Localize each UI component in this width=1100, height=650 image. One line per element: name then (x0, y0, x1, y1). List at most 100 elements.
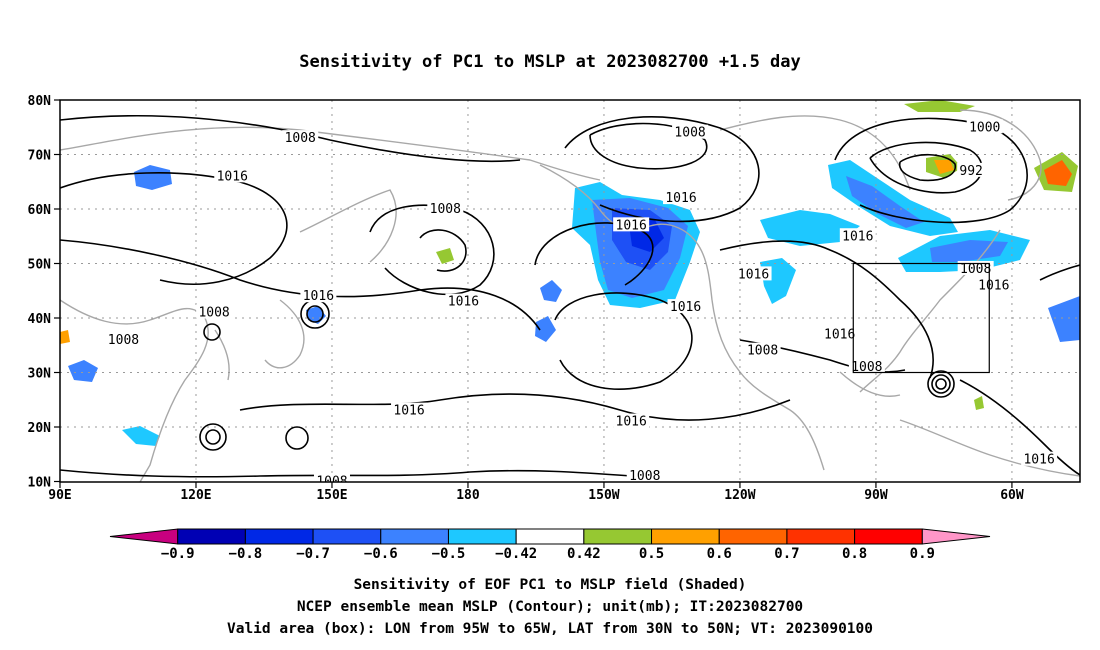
contour-line (719, 240, 934, 379)
colorbar-swatch (718, 528, 788, 545)
shade-positive-atlantic (974, 396, 984, 410)
contour-label-bg (957, 162, 986, 177)
colorbar-label: 0.5 (639, 546, 664, 562)
contour-label-bg (196, 304, 233, 319)
contour-label-bg (613, 217, 650, 232)
contour-label: 1016 (448, 295, 479, 310)
contour-label: 992 (959, 164, 982, 179)
contour-low-japan (306, 305, 324, 323)
contour-label-bg (105, 331, 142, 346)
colorbar-swatch (583, 528, 653, 545)
contour-label-bg (313, 473, 350, 482)
contour-low-philippine-sea (285, 426, 309, 450)
contour-label: 1008 (285, 131, 316, 146)
contour-label-bg (839, 228, 876, 243)
lat-tick-label: 50N (28, 258, 52, 273)
contour-label-bg (957, 260, 994, 275)
lat-tick-label: 40N (28, 312, 52, 327)
shade-positive-iceland-core (1044, 160, 1072, 186)
coastline-kamchatka (299, 189, 397, 263)
shade-blob-asia-coast (68, 360, 98, 382)
contour-label-bg (626, 468, 663, 482)
shade-positive-china (60, 330, 70, 344)
colorbar-label: 0.9 (910, 546, 935, 562)
contour-label: 1008 (960, 262, 991, 277)
lat-tick-label: 20N (28, 421, 52, 436)
map-panel: 1008101610081008101610161000992101610081… (28, 94, 1081, 503)
contour-line (369, 204, 495, 296)
contour-label: 1016 (978, 278, 1009, 293)
lon-tick-label: 180 (456, 488, 480, 503)
colorbar-label: 0.42 (567, 546, 601, 562)
lon-tick-label: 90E (48, 488, 71, 503)
shade-blob-south-china (122, 426, 160, 446)
contour-label: 1000 (969, 120, 1000, 135)
contour-label-bg (427, 201, 464, 215)
contour-label: 1016 (616, 415, 647, 430)
colorbar-swatch (447, 528, 517, 545)
contour-label-bg (282, 130, 319, 145)
shade-blob-labrador-core (930, 240, 1008, 262)
lat-tick-label: 60N (28, 203, 52, 218)
contour-label-bg (445, 293, 482, 308)
contour-line (239, 393, 791, 421)
colorbar-swatch (312, 528, 382, 545)
colorbar: −0.9 −0.8 −0.7 −0.6 −0.5 −0.42 0.42 0.5 0.6 0.7 0.… (109, 528, 991, 562)
contour-label-bg (848, 359, 885, 374)
contour-label-bg (744, 342, 781, 357)
colorbar-label: −0.42 (495, 546, 537, 562)
contour-label: 1016 (303, 289, 334, 304)
colorbar-label: −0.8 (229, 546, 263, 562)
colorbar-label: −0.9 (161, 546, 195, 562)
contour-line (60, 469, 661, 479)
contour-label: 1008 (851, 360, 882, 375)
lon-tick-label: 120W (724, 488, 755, 503)
contour-label-bg (821, 326, 858, 341)
shade-positive-bering (436, 248, 454, 264)
footer-line-2: NCEP ensemble mean MSLP (Contour); unit(… (297, 599, 803, 615)
lat-tick-label: 80N (28, 94, 52, 109)
contour-label: 1008 (674, 126, 705, 141)
contour-label-bg (391, 402, 428, 417)
shade-blob-hudson (828, 160, 958, 236)
contour-label-bg (672, 124, 709, 139)
colorbar-label: −0.5 (432, 546, 466, 562)
shade-blob-atlantic-east (1048, 296, 1080, 342)
lat-tick-label: 10N (28, 476, 52, 491)
contour-line (60, 114, 521, 163)
contour-line (564, 116, 760, 223)
contour-label-bg (966, 119, 1003, 134)
contour-label: 1016 (670, 300, 701, 315)
contour-label: 1016 (738, 267, 769, 282)
contour-label: 1008 (430, 202, 461, 217)
colorbar-label: 0.8 (842, 546, 867, 562)
coastline-na-west (711, 299, 825, 471)
colorbar-swatch (177, 528, 246, 545)
contour-label-bg (613, 413, 650, 428)
colorbar-swatch (921, 528, 991, 545)
lon-tick-label: 120E (180, 488, 211, 503)
colorbar-swatch (786, 528, 856, 545)
colorbar-swatch (244, 528, 314, 545)
contour-low-south-china-outer (199, 423, 227, 451)
footer-line-1: Sensitivity of EOF PC1 to MSLP field (Sh… (354, 577, 747, 593)
colorbar-swatch (515, 528, 585, 545)
contour-low-atlantic (935, 378, 947, 390)
contour-label-bg (975, 277, 1012, 292)
colorbar-swatch (651, 528, 720, 545)
shade-positive-greenland-core (934, 160, 954, 174)
contour-label-bg (663, 190, 700, 205)
lat-tick-label: 30N (28, 367, 52, 382)
contour-label-bg (667, 299, 704, 314)
colorbar-swatch (380, 528, 449, 545)
contour-low-nw-pacific (203, 323, 221, 341)
contour-line (959, 379, 1080, 476)
shade-blob-canada (760, 210, 860, 246)
contour-labels: 1008101610081008101610161000992101610081… (105, 119, 1058, 482)
figure-title: Sensitivity of PC1 to MSLP at 2023082700… (299, 52, 801, 72)
contour-label: 1016 (665, 191, 696, 206)
shade-blob-mid-pacific (540, 280, 562, 302)
contour-label: 1016 (393, 404, 424, 419)
contour-line (589, 122, 708, 170)
